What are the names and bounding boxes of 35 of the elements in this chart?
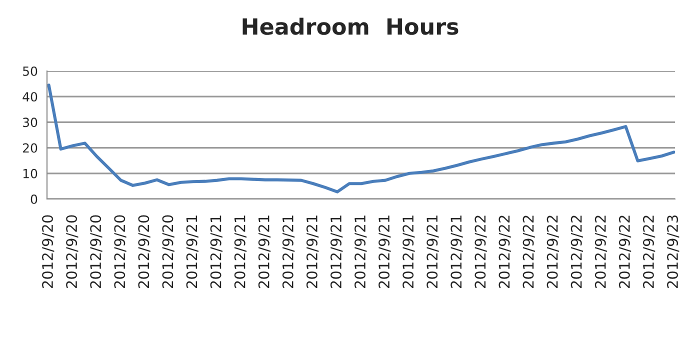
y-tick-label: 40 [22, 92, 38, 102]
x-tick-label: 2012/9/22 [546, 216, 559, 288]
x-tick-label: 2012/9/22 [474, 216, 487, 288]
x-tick-label: 2012/9/21 [354, 216, 367, 288]
x-tick-label: 2012/9/20 [138, 215, 150, 288]
x-tick-label: 2012/9/21 [306, 216, 319, 288]
x-tick-label: 2012/9/20 [42, 215, 54, 288]
x-tick-label: 2012/9/20 [90, 215, 102, 288]
x-tick-label: 2012/9/22 [618, 216, 632, 288]
x-tick-label: 2012/9/22 [642, 216, 656, 288]
y-tick-label: 10 [23, 168, 38, 178]
x-tick-label: 2012/9/22 [498, 216, 511, 288]
x-tick-label: 2012/9/21 [402, 216, 415, 288]
x-tick-label: 2012/9/20 [66, 215, 78, 288]
x-tick-label: 2012/9/21 [426, 216, 439, 288]
x-tick-label: 2012/9/20 [162, 215, 174, 288]
y-tick-label: 20 [22, 143, 38, 153]
x-tick-label: 2012/9/21 [234, 216, 246, 288]
x-tick-label: 2012/9/22 [594, 216, 608, 288]
x-tick-label: 2012/9/21 [330, 216, 343, 288]
line-series [47, 84, 675, 194]
x-tick-label: 2012/9/22 [522, 216, 535, 288]
y-tick-label: 0 [30, 194, 38, 204]
x-tick-label: 2012/9/21 [282, 216, 295, 288]
x-tick-label: 2012/9/23 [667, 215, 680, 288]
x-tick-label: 2012/9/21 [186, 216, 198, 288]
x-tick-label: 2012/9/21 [210, 216, 222, 288]
x-tick-label: 2012/9/21 [378, 216, 391, 288]
y-tick-label: 30 [23, 118, 38, 128]
x-tick-label: 2012/9/21 [450, 216, 463, 288]
chart-title: Headroom Hours [242, 18, 458, 35]
x-tick-label: 2012/9/21 [258, 216, 271, 288]
x-tick-label: 2012/9/20 [114, 215, 126, 288]
y-tick-label: 50 [23, 66, 38, 76]
x-tick-label: 2012/9/22 [570, 216, 584, 288]
